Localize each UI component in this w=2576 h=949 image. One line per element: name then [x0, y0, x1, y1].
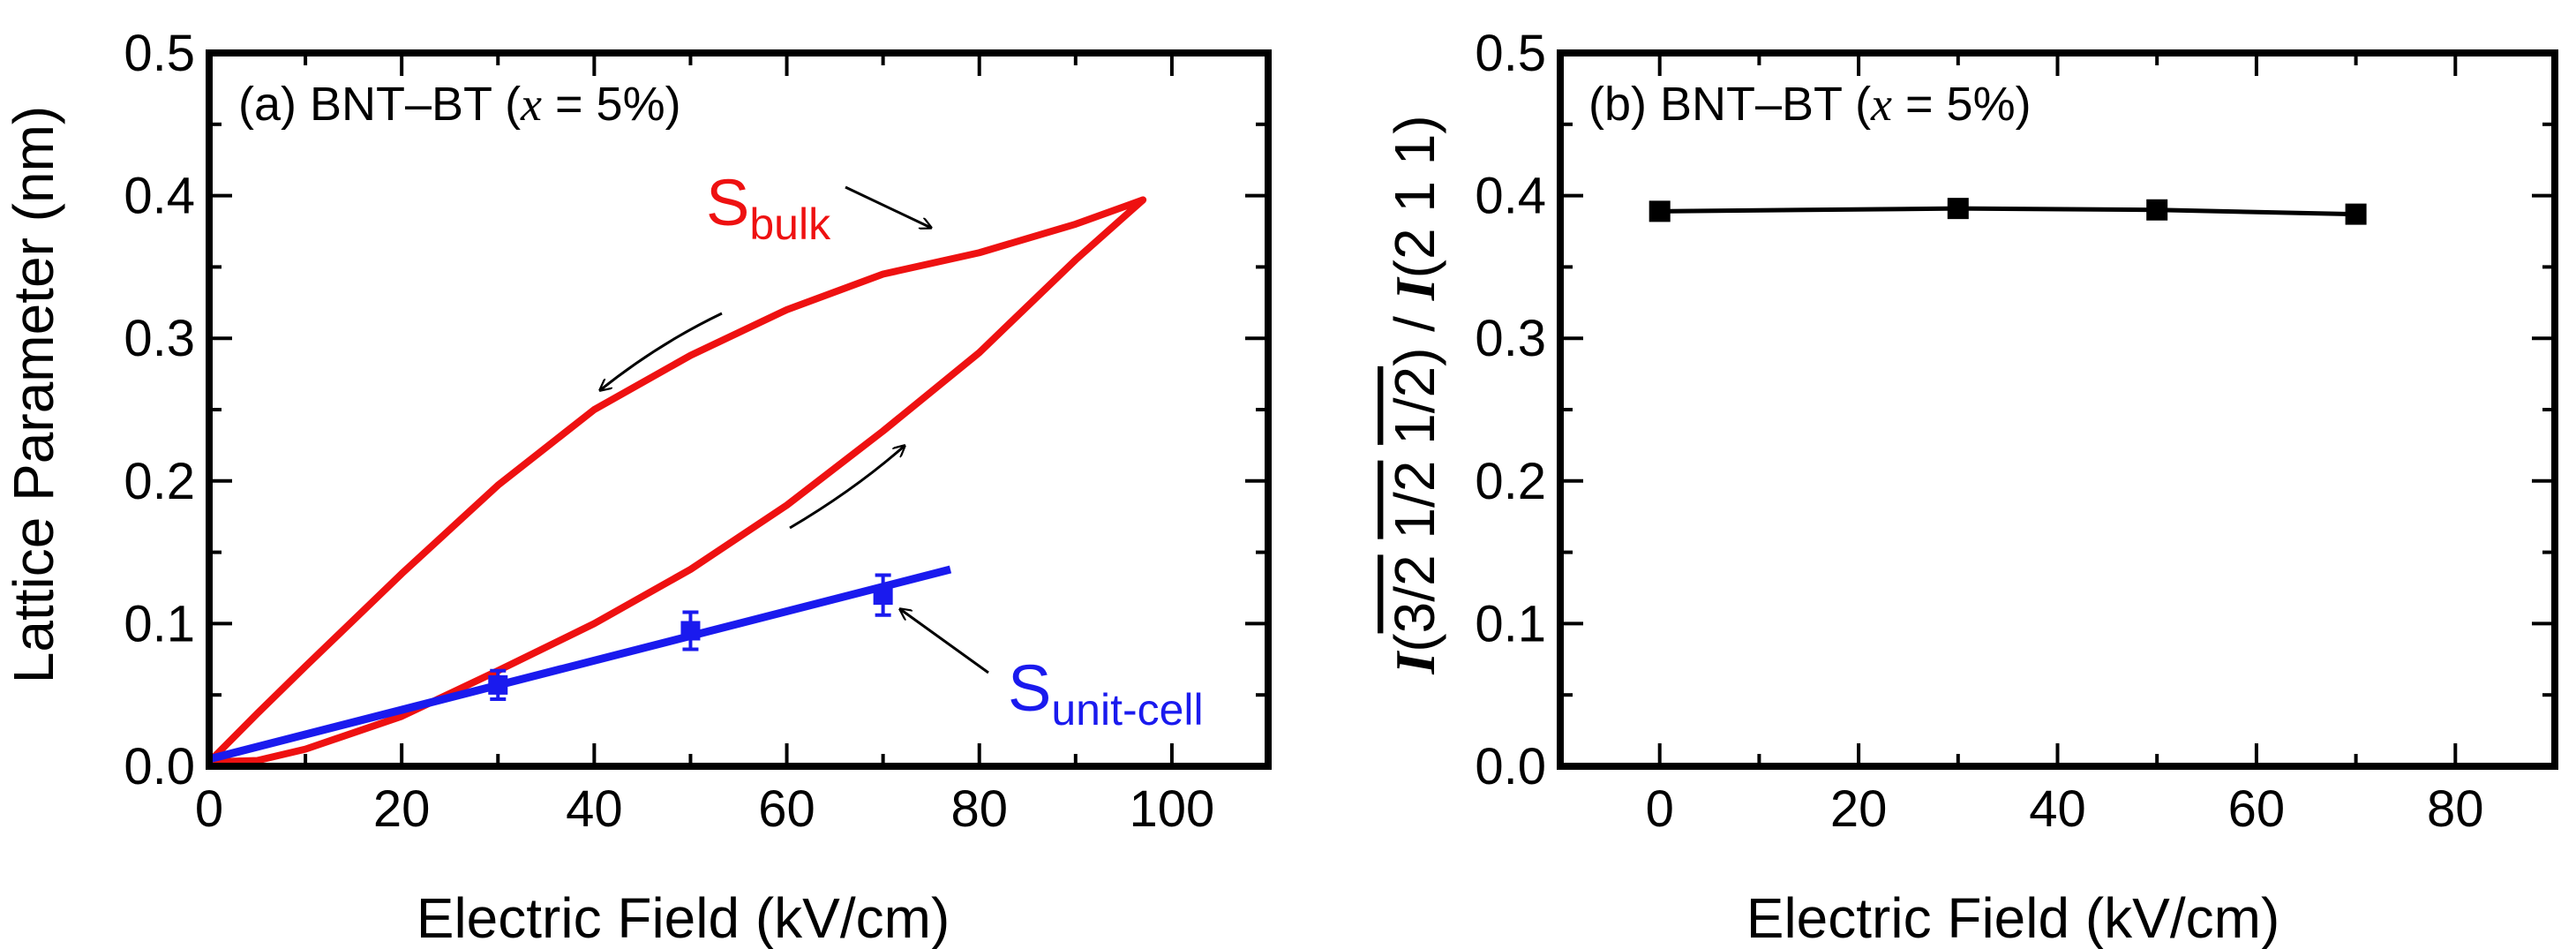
s-bulk-label: Sbulk	[706, 166, 831, 249]
data-point	[1648, 200, 1671, 222]
x-tick-label: 0	[1646, 780, 1674, 838]
y-tick-label: 0.4	[124, 168, 195, 225]
panel-b: 0 20 40 60 80 0.0 0.1 0.2 0.3 0.4 0.5 El…	[1383, 25, 2558, 949]
y-axis-label-text: I(3/2 1/2 1/2) / I(2 1 1)	[1383, 115, 1446, 674]
s-bulk-curve	[207, 196, 1147, 766]
panel-b-y-tick-labels: 0.0 0.1 0.2 0.3 0.4 0.5	[1475, 25, 1546, 795]
x-tick-label: 80	[2427, 780, 2484, 838]
panel-a-ticks	[207, 51, 1270, 768]
s-unit-cell-pointer-arrow	[900, 609, 989, 674]
s-unit-cell-fit-line	[207, 565, 952, 764]
s-unit-cell-main: S	[1008, 651, 1051, 725]
panel-a-x-tick-labels: 0 20 40 60 80 100	[195, 780, 1214, 838]
s-bulk-main: S	[706, 166, 749, 239]
x-tick-label: 40	[566, 780, 623, 838]
panel-a-y-axis-label: Lattice Parameter (nm)	[2, 106, 65, 683]
y-tick-label: 0.3	[124, 310, 195, 367]
y-label-overbar-2: 1/2	[1383, 461, 1446, 539]
s-unit-cell-label: Sunit-cell	[1008, 651, 1204, 734]
y-tick-label: 0.5	[124, 25, 195, 82]
y-label-space	[1383, 445, 1446, 461]
panel-b-y-axis-label: I(3/2 1/2 1/2) / I(2 1 1)	[1383, 115, 1446, 674]
y-tick-label: 0.4	[1475, 168, 1546, 225]
data-point	[488, 674, 508, 695]
y-label-intensity-2: I	[1384, 276, 1446, 301]
y-tick-label: 0.0	[124, 738, 195, 795]
y-tick-label: 0.1	[1475, 595, 1546, 652]
y-label-overbar-3: 1/2	[1383, 366, 1446, 445]
x-tick-label: 0	[195, 780, 223, 838]
panel-b-series	[1648, 198, 2367, 225]
annotation-variable: x	[520, 78, 542, 131]
data-point	[680, 621, 701, 641]
panel-b-annotation: (b) BNT–BT (x = 5%)	[1588, 78, 2032, 131]
unloading-direction-arrow	[600, 312, 723, 390]
y-tick-label: 0.0	[1475, 738, 1546, 795]
y-label-part: ) /	[1383, 300, 1446, 366]
y-tick-label: 0.5	[1475, 25, 1546, 82]
y-label-part: (2 1 1)	[1383, 115, 1446, 278]
x-tick-label: 20	[1830, 780, 1888, 838]
y-label-overbar-1: 3/2	[1383, 554, 1446, 633]
y-label-part: (	[1383, 633, 1446, 651]
loading-direction-arrow	[789, 446, 905, 530]
data-point	[873, 585, 893, 606]
panel-b-ticks	[1558, 51, 2557, 768]
annotation-prefix: (a) BNT–BT (	[238, 78, 521, 131]
x-tick-label: 80	[950, 780, 1008, 838]
panel-b-x-tick-labels: 0 20 40 60 80	[1646, 780, 2484, 838]
x-tick-label: 100	[1130, 780, 1215, 838]
x-tick-label: 60	[758, 780, 815, 838]
y-tick-label: 0.2	[124, 453, 195, 510]
y-label-space	[1383, 539, 1446, 555]
s-bulk-pointer-arrow	[845, 185, 931, 228]
intensity-ratio-line	[1659, 206, 2356, 217]
panel-a-frame	[206, 49, 1272, 770]
y-tick-label: 0.3	[1475, 310, 1546, 367]
annotation-variable: x	[1870, 78, 1892, 131]
panel-a-y-tick-labels: 0.0 0.1 0.2 0.3 0.4 0.5	[124, 25, 195, 795]
panel-a-x-axis-label: Electric Field (kV/cm)	[417, 886, 950, 949]
panel-a-annotation: (a) BNT–BT (x = 5%)	[238, 78, 681, 131]
annotation-suffix: = 5%)	[542, 78, 681, 131]
panel-a-series	[207, 196, 1147, 766]
x-tick-label: 40	[2029, 780, 2086, 838]
annotation-prefix: (b) BNT–BT (	[1588, 78, 1871, 131]
data-point	[2146, 199, 2168, 221]
panel-b-x-axis-label: Electric Field (kV/cm)	[1746, 886, 2280, 949]
x-tick-label: 20	[373, 780, 431, 838]
panel-a: 0 20 40 60 80 100 0.0 0.1 0.2 0.3 0.4 0.…	[2, 25, 1272, 949]
y-tick-label: 0.1	[124, 595, 195, 652]
data-point	[1947, 198, 1969, 220]
annotation-suffix: = 5%)	[1892, 78, 2032, 131]
y-label-intensity-1: I	[1384, 651, 1446, 675]
panel-b-frame	[1557, 49, 2558, 770]
s-bulk-sub: bulk	[749, 200, 831, 249]
x-tick-label: 60	[2228, 780, 2286, 838]
s-unit-cell-sub: unit-cell	[1051, 685, 1203, 734]
y-tick-label: 0.2	[1475, 453, 1546, 510]
data-point	[2345, 203, 2367, 225]
